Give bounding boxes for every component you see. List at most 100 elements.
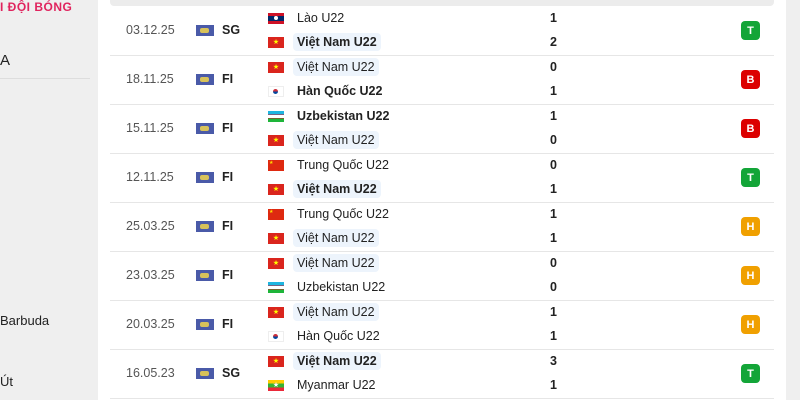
competition-code: FI xyxy=(222,219,234,233)
match-row[interactable]: 18.11.25 FI ★ Việt Nam U22 Hàn Quốc U22 0 … xyxy=(110,55,774,105)
away-score: 1 xyxy=(550,84,557,98)
laos-flag-icon xyxy=(268,12,284,24)
team-home[interactable]: ★ Trung Quốc U22 xyxy=(268,204,393,224)
team-away[interactable]: ★ Việt Nam U22 xyxy=(268,179,381,199)
result-badge: B xyxy=(741,119,760,138)
competition-code: SG xyxy=(222,366,241,380)
competition-code: FI xyxy=(222,170,234,184)
world-competition-icon xyxy=(196,319,214,330)
competition-code: FI xyxy=(222,121,234,135)
away-score: 0 xyxy=(550,133,557,147)
team-name: Lào U22 xyxy=(297,11,345,25)
result-badge: T xyxy=(741,364,760,383)
match-row[interactable]: 03.12.25 SG Lào U22 ★ Việt Nam U22 1 2 T xyxy=(110,6,774,56)
world-competition-icon xyxy=(196,270,214,281)
away-score: 2 xyxy=(550,35,557,49)
uzbekistan-flag-icon xyxy=(268,281,284,293)
match-date: 18.11.25 xyxy=(126,72,174,86)
result-badge: H xyxy=(741,266,760,285)
result-badge: H xyxy=(741,315,760,334)
result-badge: B xyxy=(741,70,760,89)
world-competition-icon xyxy=(196,25,214,36)
team-name: Uzbekistan U22 xyxy=(297,280,386,294)
match-row[interactable]: 15.11.25 FI Uzbekistan U22 ★ Việt Nam U22 … xyxy=(110,104,774,154)
team-home[interactable]: ★ Trung Quốc U22 xyxy=(268,155,393,175)
match-date: 03.12.25 xyxy=(126,23,175,37)
world-competition-icon xyxy=(196,368,214,379)
away-score: 1 xyxy=(550,378,557,392)
home-score: 0 xyxy=(550,60,557,74)
china-flag-icon: ★ xyxy=(268,159,284,171)
team-home[interactable]: Lào U22 xyxy=(268,8,348,28)
team-away[interactable]: ★ Myanmar U22 xyxy=(268,375,380,395)
team-away[interactable]: Hàn Quốc U22 xyxy=(268,81,386,101)
world-competition-icon xyxy=(196,221,214,232)
world-competition-icon xyxy=(196,123,214,134)
sidebar-item-ut[interactable]: Út xyxy=(0,374,13,389)
vietnam-flag-icon: ★ xyxy=(268,232,284,244)
match-date: 23.03.25 xyxy=(126,268,175,282)
team-away[interactable]: Hàn Quốc U22 xyxy=(268,326,384,346)
myanmar-flag-icon: ★ xyxy=(268,379,284,391)
team-name: Trung Quốc U22 xyxy=(297,207,389,221)
home-score: 1 xyxy=(550,305,557,319)
home-score: 1 xyxy=(550,207,557,221)
team-name: Việt Nam U22 xyxy=(293,303,379,321)
team-name: Uzbekistan U22 xyxy=(297,109,390,123)
team-home[interactable]: Uzbekistan U22 xyxy=(268,106,393,126)
korea-flag-icon xyxy=(268,330,284,342)
result-badge: T xyxy=(741,168,760,187)
team-away[interactable]: ★ Việt Nam U22 xyxy=(268,228,379,248)
result-badge: H xyxy=(741,217,760,236)
vietnam-flag-icon: ★ xyxy=(268,183,284,195)
sidebar-item-barbuda[interactable]: Barbuda xyxy=(0,313,50,328)
away-score: 1 xyxy=(550,329,557,343)
match-date: 20.03.25 xyxy=(126,317,175,331)
team-away[interactable]: ★ Việt Nam U22 xyxy=(268,32,381,52)
team-home[interactable]: ★ Việt Nam U22 xyxy=(268,351,381,371)
china-flag-icon: ★ xyxy=(268,208,284,220)
sidebar: I ĐỘI BÓNG A Barbuda Út xyxy=(0,0,98,400)
vietnam-flag-icon: ★ xyxy=(268,306,284,318)
match-row[interactable]: 25.03.25 FI ★ Trung Quốc U22 ★ Việt Nam U22… xyxy=(110,202,774,252)
match-row[interactable]: 12.11.25 FI ★ Trung Quốc U22 ★ Việt Nam U22… xyxy=(110,153,774,203)
match-row[interactable]: 16.05.23 SG ★ Việt Nam U22 ★ Myanmar U22 3 … xyxy=(110,349,774,399)
team-name: Việt Nam U22 xyxy=(293,180,381,198)
team-name: Myanmar U22 xyxy=(297,378,376,392)
match-date: 12.11.25 xyxy=(126,170,174,184)
match-date: 15.11.25 xyxy=(126,121,174,135)
competition-code: FI xyxy=(222,268,234,282)
world-competition-icon xyxy=(196,172,214,183)
team-name: Việt Nam U22 xyxy=(293,33,381,51)
team-home[interactable]: ★ Việt Nam U22 xyxy=(268,253,379,273)
team-name: Hàn Quốc U22 xyxy=(297,84,383,98)
away-score: 1 xyxy=(550,231,557,245)
team-away[interactable]: Uzbekistan U22 xyxy=(268,277,389,297)
vietnam-flag-icon: ★ xyxy=(268,134,284,146)
vietnam-flag-icon: ★ xyxy=(268,355,284,367)
vietnam-flag-icon: ★ xyxy=(268,36,284,48)
right-panel xyxy=(786,0,800,400)
match-row[interactable]: 20.03.25 FI ★ Việt Nam U22 Hàn Quốc U22 1 … xyxy=(110,300,774,350)
away-score: 1 xyxy=(550,182,557,196)
team-away[interactable]: ★ Việt Nam U22 xyxy=(268,130,379,150)
team-name: Việt Nam U22 xyxy=(293,352,381,370)
home-score: 1 xyxy=(550,109,557,123)
home-score: 1 xyxy=(550,11,557,25)
away-score: 0 xyxy=(550,280,557,294)
match-date: 25.03.25 xyxy=(126,219,175,233)
vietnam-flag-icon: ★ xyxy=(268,257,284,269)
sidebar-item-a[interactable]: A xyxy=(0,52,11,69)
team-name: Việt Nam U22 xyxy=(293,254,379,272)
team-name: Việt Nam U22 xyxy=(293,131,379,149)
home-score: 0 xyxy=(550,158,557,172)
result-badge: T xyxy=(741,21,760,40)
world-competition-icon xyxy=(196,74,214,85)
uzbekistan-flag-icon xyxy=(268,110,284,122)
team-home[interactable]: ★ Việt Nam U22 xyxy=(268,57,379,77)
team-name: Việt Nam U22 xyxy=(293,229,379,247)
team-name: Hàn Quốc U22 xyxy=(297,329,380,343)
match-row[interactable]: 23.03.25 FI ★ Việt Nam U22 Uzbekistan U22 … xyxy=(110,251,774,301)
team-home[interactable]: ★ Việt Nam U22 xyxy=(268,302,379,322)
korea-flag-icon xyxy=(268,85,284,97)
